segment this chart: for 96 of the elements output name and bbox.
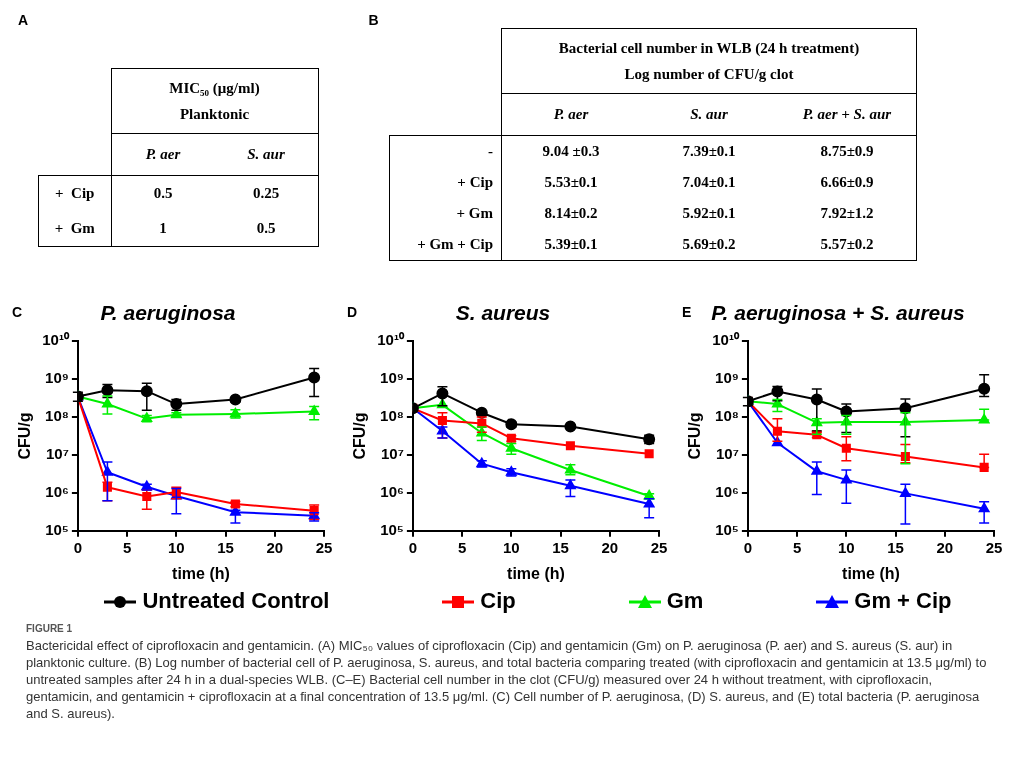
text: B [368,12,379,28]
x-tick-label: 15 [887,538,904,556]
text: Bactericidal effect of ciprofloxacin and gentamicin. (A) MIC₅₀ values of ciprofloxacin (Cip) and gentamicin (Gm) on P. aeruginosa (P. aer) and S. aureus (S. aur) in planktonic culture. (B) Log number of bacterial cell of P. aeruginosa, S. aureus, and total bacteria comparing treated (with ciprofloxacin and gentamicin at 13.5 μg/ml) to untreated samples after 24 h in a dual-species WLB. (C–E) Bacterial cell number in the clot (CFU/g) measured over 24 h without treatment, with ciprofloxacin, gentamicin, and gentamicin + ciprofloxacin at a final concentration of 13.5 μg/ml. (C) Cell number of P. aeruginosa, (D) S. aureus, and (E) total bacteria (P. aeruginosa and S. aureus). [26,637,988,722]
x-tick-label: 20 [936,538,954,556]
y-tick-label: 10⁷ [381,445,404,463]
text: 0.25 [252,185,280,201]
text: C [12,303,23,320]
y-tick-label: 10⁵ [45,520,69,538]
text: FIGURE 1 [26,622,74,636]
x-tick-label: 25 [315,538,333,556]
y-tick-label: 10⁶ [715,483,739,501]
point [772,426,782,436]
x-tick-label: 10 [167,538,185,556]
text: 0.5 [153,185,173,201]
legend-label: Cip [479,588,516,614]
text: 9.04 ±0.3 [542,143,600,159]
y-tick-label: 10⁵ [715,520,739,538]
y-tick-label: 10¹⁰ [42,331,70,349]
text: E [682,303,692,320]
category-label: + Gm [54,220,95,236]
category-label: P. aer [111,133,215,176]
x-tick-label: 0 [408,538,418,556]
point [900,487,911,497]
text: Planktonic [178,105,251,124]
text: 8.75±0.9 [820,143,874,159]
text: 5.39±0.1 [544,236,598,252]
text: A [18,12,29,28]
x-tick-label: 0 [743,538,753,556]
y-tick-label: 10⁷ [46,445,69,463]
x-tick-label: 5 [457,538,467,556]
y-tick-label: 10⁸ [380,407,404,425]
y-axis-title: CFU/g [351,412,369,460]
text: 7.92±1.2 [820,205,874,221]
category-label: - [488,143,493,159]
x-tick-label: 0 [73,538,83,556]
y-tick-label: 10⁹ [715,369,739,387]
category-label: S. aur [640,93,778,136]
x-tick-label: 20 [601,538,619,556]
y-tick-label: 10⁸ [45,407,69,425]
text: 0.5 [256,220,276,236]
legend-label: Gm + Cip [853,588,952,614]
x-axis-title: time (h) [842,564,900,582]
text: Log number of CFU/g clot [623,65,795,84]
text: MIC₅₀ (μg/ml) [168,79,261,98]
point [102,398,113,408]
y-tick-label: 10⁶ [45,483,69,501]
y-tick-label: 10⁹ [380,369,404,387]
point [644,449,654,459]
text: Bacterial cell number in WLB (24 h treatment) [557,39,861,58]
legend-label: Untreated Control [141,588,330,614]
point [437,415,447,426]
text: 5.92±0.1 [682,205,736,221]
y-tick-label: 10⁹ [45,369,69,387]
y-axis-title: CFU/g [16,412,34,460]
text: 7.39±0.1 [682,143,736,159]
y-tick-label: 10⁸ [715,407,739,425]
category-label: + Cip [457,174,493,190]
category-label: + Gm [456,205,493,221]
x-tick-label: 5 [792,538,802,556]
text: 5.57±0.2 [820,236,874,252]
x-tick-label: 10 [502,538,520,556]
chart-title: P. aeruginosa [100,301,236,325]
category-label: + Cip [55,185,95,201]
text: 8.14±0.2 [544,205,598,221]
y-tick-label: 10¹⁰ [712,331,740,349]
chart-title: P. aeruginosa + S. aureus [711,301,965,325]
text: 5.69±0.2 [682,236,736,252]
category-label: P. aer [501,93,640,136]
point [565,441,575,451]
y-tick-label: 10¹⁰ [377,331,405,349]
point [564,420,577,433]
x-axis-title: time (h) [172,564,230,582]
category-label: S. aur [214,133,318,176]
text: 6.66±0.9 [820,174,874,190]
x-tick-label: 5 [122,538,132,556]
text: 5.53±0.1 [544,174,598,190]
x-tick-label: 20 [266,538,284,556]
x-tick-label: 25 [650,538,668,556]
chart-title: S. aureus [455,301,551,325]
x-tick-label: 15 [552,538,569,556]
x-tick-label: 25 [985,538,1003,556]
text: D [347,303,358,320]
text: 1 [159,220,167,236]
point [772,398,783,408]
x-axis-title: time (h) [507,564,565,582]
category-label: P. aer + S. aur [778,93,917,136]
x-tick-label: 15 [217,538,234,556]
y-axis-title: CFU/g [686,412,704,460]
x-tick-label: 10 [837,538,855,556]
category-label: + Gm + Cip [417,236,493,252]
y-tick-label: 10⁵ [380,520,404,538]
legend-label: Gm [665,588,704,614]
y-tick-label: 10⁶ [380,483,404,501]
text: 7.04±0.1 [682,174,736,190]
point [841,443,851,453]
y-tick-label: 10⁷ [716,445,739,463]
